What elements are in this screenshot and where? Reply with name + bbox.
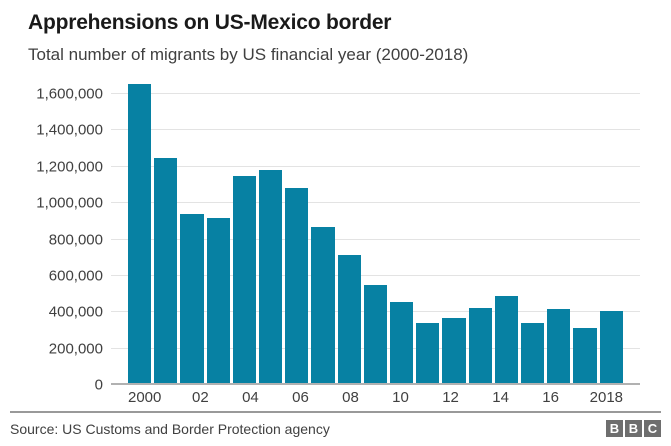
bar-2009 xyxy=(363,284,388,383)
bar-chart: 0 200,000 400,000 600,000 800,000 1,000,000 1,… xyxy=(0,78,671,408)
gridline xyxy=(111,93,640,94)
x-axis-tick-label: 06 xyxy=(292,389,309,406)
bar-2010 xyxy=(390,301,414,383)
x-axis-baseline xyxy=(111,383,640,385)
y-axis-tick-label: 400,000 xyxy=(48,303,103,321)
y-axis-tick-label: 800,000 xyxy=(48,231,103,248)
x-axis-tick-label: 10 xyxy=(392,389,409,406)
bar-2004 xyxy=(232,175,257,383)
x-axis-tick-spacer xyxy=(465,389,487,408)
y-axis-tick-label: 1,200,000 xyxy=(36,158,103,176)
x-axis-tick-spacer xyxy=(214,389,236,408)
y-axis-tick-label: 0 xyxy=(94,376,103,394)
x-axis-tick-spacer xyxy=(314,389,336,408)
y-axis-tick-label: 1,000,000 xyxy=(36,194,103,212)
x-axis-tick-label: 2018 xyxy=(589,389,624,406)
x-axis-tick-spacer xyxy=(365,389,387,408)
bar-2002 xyxy=(180,213,204,383)
bbc-logo-letter: B xyxy=(625,420,642,437)
bar-2017 xyxy=(573,327,597,383)
x-axis-tick-spacer xyxy=(164,389,186,408)
bar-2011 xyxy=(416,323,440,383)
bar-2012 xyxy=(442,318,466,383)
gridline xyxy=(111,202,640,204)
x-axis-tick-label: 02 xyxy=(192,389,209,406)
x-axis-tick-label: 12 xyxy=(442,389,459,406)
chart-title: Apprehensions on US-Mexico border xyxy=(28,11,392,34)
x-axis-tick-spacer xyxy=(415,389,437,408)
bar-2008 xyxy=(337,254,361,383)
x-axis-tick-label: 04 xyxy=(242,389,259,406)
y-axis-tick-label: 1,600,000 xyxy=(36,85,103,103)
bar-2000 xyxy=(128,84,152,383)
gridline xyxy=(111,165,640,167)
bar-2001 xyxy=(154,158,178,383)
bar-2015 xyxy=(521,322,545,383)
bars-container xyxy=(111,78,640,383)
bar-2016 xyxy=(547,308,571,383)
bar-2013 xyxy=(468,307,492,383)
x-axis-tick-spacer xyxy=(264,389,286,408)
y-axis-tick-label: 1,400,000 xyxy=(36,121,103,139)
bbc-logo-letter: C xyxy=(644,420,661,437)
bbc-logo: B B C xyxy=(606,420,661,437)
x-axis-labels: 2000 02 04 06 08 10 12 14 16 2018 xyxy=(111,389,640,408)
bar-2018 xyxy=(599,310,623,383)
chart-footer: Source: US Customs and Border Protection… xyxy=(10,411,661,437)
x-axis-tick-spacer xyxy=(565,389,587,408)
bar-2014 xyxy=(494,295,519,383)
source-caption: Source: US Customs and Border Protection… xyxy=(10,420,330,437)
bar-2005 xyxy=(259,170,283,383)
plot-area: 0 200,000 400,000 600,000 800,000 1,000,000 1,… xyxy=(36,78,640,394)
gridline xyxy=(111,274,640,276)
bar-2003 xyxy=(206,218,230,383)
x-axis-tick-spacer xyxy=(515,389,537,408)
chart-header: Apprehensions on US-Mexico border Total … xyxy=(0,0,671,65)
y-axis-tick-label: 200,000 xyxy=(48,340,103,358)
gridline xyxy=(111,129,640,131)
x-axis-tick-label: 16 xyxy=(542,389,559,406)
y-axis-tick-label: 600,000 xyxy=(48,267,103,285)
bar-2007 xyxy=(311,226,335,383)
gridline xyxy=(111,238,640,240)
bbc-logo-letter: B xyxy=(606,420,623,437)
chart-subtitle: Total number of migrants by US financial… xyxy=(28,45,469,64)
x-axis-tick-label: 2000 xyxy=(128,389,162,406)
x-axis-tick-label: 14 xyxy=(492,389,509,406)
x-axis-tick-label: 08 xyxy=(342,389,359,406)
bar-2006 xyxy=(285,188,309,383)
